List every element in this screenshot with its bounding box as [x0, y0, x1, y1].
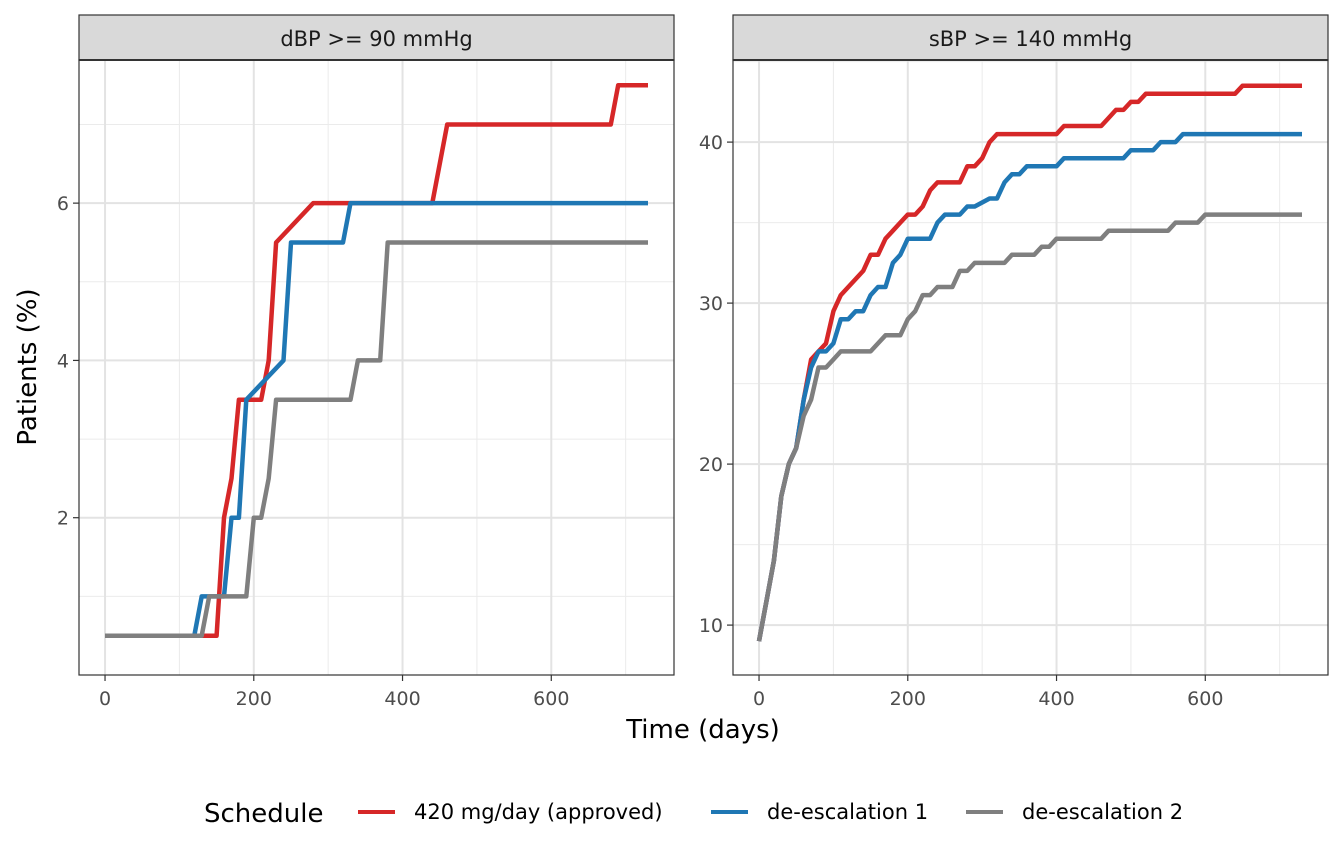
series-line-de-escalation-2	[756, 212, 1302, 642]
grid	[733, 60, 1328, 675]
x-tick-label: 600	[1187, 688, 1223, 710]
legend-title: Schedule	[204, 799, 323, 829]
panel-dbp: dBP >= 90 mmHg 0 200 400 600 2 4 6	[57, 14, 675, 710]
legend-entry-approved: 420 mg/day (approved)	[358, 800, 663, 824]
strip-background	[78, 14, 675, 61]
series-line-de-escalation-1	[756, 131, 1302, 642]
y-tick-label: 30	[699, 293, 723, 315]
legend-label: de-escalation 2	[1022, 800, 1183, 824]
y-tick-label: 40	[699, 132, 723, 154]
plot-area	[733, 60, 1328, 675]
series-line-de-escalation-1	[105, 200, 648, 638]
lines	[105, 82, 648, 638]
x-tick-label: 200	[236, 688, 272, 710]
y-tick-label: 2	[57, 508, 69, 530]
y-tick-label: 6	[57, 193, 69, 215]
panel-sbp: sBP >= 140 mmHg 0 200 400 600 10 20 30 40	[699, 14, 1329, 710]
plot-area	[79, 60, 674, 675]
x-tick-label: 400	[1038, 688, 1074, 710]
y-tick-label: 4	[57, 350, 69, 372]
legend: Schedule 420 mg/day (approved) de-escala…	[204, 799, 1183, 829]
x-tick-label: 600	[533, 688, 569, 710]
x-tick-label: 0	[753, 688, 765, 710]
legend-label: de-escalation 1	[767, 800, 928, 824]
y-axis-title: Patients (%)	[13, 288, 43, 445]
lines	[756, 83, 1302, 642]
legend-label: 420 mg/day (approved)	[414, 800, 663, 824]
strip-label: sBP >= 140 mmHg	[929, 27, 1132, 51]
strip-label: dBP >= 90 mmHg	[280, 27, 472, 51]
x-tick-label: 0	[99, 688, 111, 710]
ticks: 0 200 400 600 10 20 30 40	[699, 132, 1224, 710]
x-axis-title: Time (days)	[625, 715, 780, 745]
legend-entry-de-escalation-2: de-escalation 2	[966, 800, 1183, 824]
ticks: 0 200 400 600 2 4 6	[57, 193, 570, 710]
legend-entry-de-escalation-1: de-escalation 1	[711, 800, 928, 824]
x-tick-label: 400	[384, 688, 420, 710]
y-tick-label: 20	[699, 454, 723, 476]
x-tick-label: 200	[890, 688, 926, 710]
series-line-de-escalation-2	[105, 240, 648, 638]
y-tick-label: 10	[699, 615, 723, 637]
series-line-420-mg-day-approved	[105, 82, 648, 638]
